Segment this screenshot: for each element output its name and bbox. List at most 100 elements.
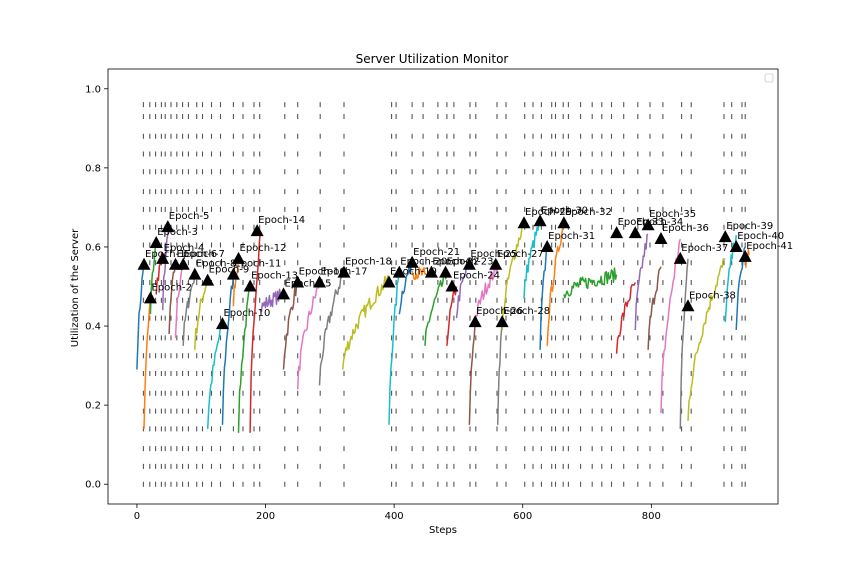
series-line — [259, 288, 285, 313]
epoch-label: Epoch-36 — [662, 223, 709, 234]
epoch-label: Epoch-40 — [737, 231, 784, 242]
epoch-label: Epoch-10 — [223, 308, 270, 319]
legend-box — [764, 73, 774, 83]
epoch-marker — [517, 216, 531, 229]
x-axis-label: Steps — [429, 525, 457, 536]
epoch-marker — [143, 291, 157, 304]
epoch-marker — [729, 239, 743, 252]
series-line — [249, 231, 262, 433]
series-line — [296, 282, 321, 390]
series-line — [496, 322, 503, 425]
series-line — [679, 258, 689, 429]
epoch-label: Epoch-19 — [390, 267, 437, 278]
plot-area: Epoch-1 Epoch-2 Epoch-3 Epoch-4 Epoch-5 Epoch… — [85, 68, 793, 522]
epoch-label: Epoch-18 — [345, 257, 392, 268]
epoch-label: Epoch-12 — [240, 243, 287, 254]
epoch-marker — [654, 232, 668, 245]
series-line — [539, 246, 548, 350]
epoch-marker — [445, 279, 459, 292]
y-axis-label: Utilization of the Server — [70, 228, 81, 347]
series-line — [634, 233, 649, 331]
axis-ticks: 0 200 400 600 800 0.0 0.2 0.4 0.6 0.8 1.0 — [85, 84, 661, 522]
epoch-label: Epoch-22 — [432, 257, 479, 268]
epoch-label: Epoch-37 — [681, 243, 728, 254]
epoch-label: Epoch-41 — [746, 241, 793, 252]
epoch-label: Epoch-14 — [258, 215, 305, 226]
epoch-marker — [540, 239, 554, 252]
epoch-label: Epoch-24 — [453, 271, 500, 282]
series-line — [687, 258, 726, 422]
series-line — [474, 264, 499, 327]
epoch-marker — [405, 255, 419, 268]
series-line — [318, 274, 344, 386]
x-tick-label: 0 — [134, 511, 140, 522]
epoch-label: Epoch-7 — [184, 249, 225, 260]
epoch-label: Epoch-31 — [548, 231, 595, 242]
series-line — [398, 262, 413, 315]
epoch-label: Epoch-4 — [164, 243, 205, 254]
epoch-marker — [681, 299, 695, 312]
epoch-label: Epoch-38 — [689, 290, 736, 301]
epoch-marker — [232, 251, 246, 264]
x-tick-label: 400 — [385, 511, 404, 522]
series-line — [161, 227, 170, 311]
epoch-marker — [188, 267, 202, 280]
series-line — [341, 275, 390, 370]
epoch-marker — [156, 251, 170, 264]
epoch-marker — [641, 218, 655, 231]
epoch-label: Epoch-26 — [476, 306, 523, 317]
x-tick-label: 800 — [642, 511, 661, 522]
epoch-label: Epoch-11 — [234, 259, 281, 270]
y-tick-label: 0.6 — [85, 242, 101, 253]
epoch-marker — [277, 287, 291, 300]
epoch-label: Epoch-9 — [209, 265, 250, 276]
epoch-label: Epoch-1 — [145, 249, 186, 260]
series-line — [446, 286, 458, 346]
epoch-marker — [610, 226, 624, 239]
epoch-marker — [462, 257, 476, 270]
epoch-label: Epoch-27 — [497, 249, 544, 260]
epoch-label: Epoch-25 — [470, 249, 517, 260]
epoch-label: Epoch-30 — [541, 205, 588, 216]
epoch-marker — [382, 275, 396, 288]
epoch-label: Epoch-6 — [177, 249, 218, 260]
series-line — [143, 298, 152, 429]
x-tick-label: 200 — [256, 511, 275, 522]
epoch-marker — [439, 265, 453, 278]
epoch-marker — [250, 224, 264, 237]
epoch-label: Epoch-29 — [525, 207, 572, 218]
epoch-marker — [137, 257, 151, 270]
series-line — [523, 220, 541, 299]
series-line — [615, 282, 636, 354]
y-tick-label: 0.2 — [85, 401, 101, 412]
series-line — [546, 222, 565, 346]
epoch-marker — [313, 275, 327, 288]
epoch-marker — [291, 275, 305, 288]
series-line — [136, 262, 145, 370]
epoch-marker — [201, 273, 215, 286]
y-tick-label: 0.4 — [85, 322, 101, 333]
series-line — [647, 266, 662, 350]
y-tick-label: 0.0 — [85, 480, 101, 491]
epoch-marker — [161, 220, 175, 233]
epoch-label: Epoch-35 — [649, 209, 696, 220]
epoch-label: Epoch-15 — [285, 278, 332, 289]
epoch-label: Epoch-20 — [400, 257, 447, 268]
series-line — [563, 267, 618, 299]
epoch-label: Epoch-33 — [618, 217, 665, 228]
series-line — [411, 266, 426, 281]
series-line — [237, 286, 251, 433]
epoch-marker — [149, 236, 163, 248]
epoch-label: Epoch-5 — [169, 211, 210, 222]
x-tick-label: 600 — [513, 511, 532, 522]
series-line — [155, 252, 164, 295]
epoch-label: Epoch-2 — [151, 282, 192, 293]
series-line — [388, 270, 401, 425]
epoch-marker — [673, 251, 687, 264]
epoch-marker — [495, 315, 509, 328]
epoch-label: Epoch-28 — [503, 306, 550, 317]
epoch-marker — [468, 315, 482, 328]
epoch-marker — [226, 267, 240, 280]
